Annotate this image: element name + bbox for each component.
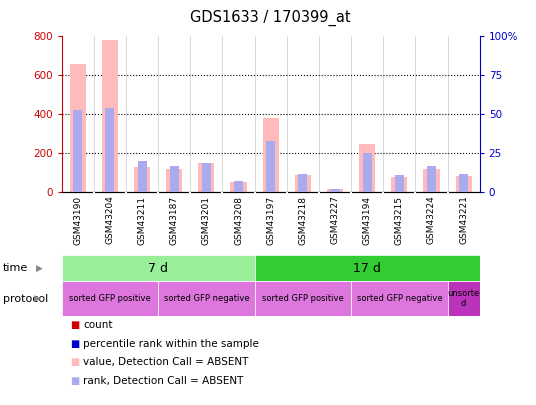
Bar xyxy=(459,174,468,192)
Text: GSM43218: GSM43218 xyxy=(299,196,307,245)
Text: GSM43190: GSM43190 xyxy=(73,196,82,245)
Text: value, Detection Call = ABSENT: value, Detection Call = ABSENT xyxy=(83,357,249,367)
Bar xyxy=(331,189,339,192)
Bar xyxy=(138,161,146,192)
Text: GSM43208: GSM43208 xyxy=(234,196,243,245)
Text: GSM43224: GSM43224 xyxy=(427,196,436,244)
Text: 7 d: 7 d xyxy=(148,262,168,275)
Text: ■: ■ xyxy=(70,376,79,386)
Text: ▶: ▶ xyxy=(34,294,41,303)
Text: unsorte
d: unsorte d xyxy=(448,289,480,308)
Text: GSM43211: GSM43211 xyxy=(138,196,146,245)
Bar xyxy=(295,175,311,192)
Text: GSM43204: GSM43204 xyxy=(106,196,114,244)
Bar xyxy=(202,163,211,192)
Text: ■: ■ xyxy=(70,339,79,349)
Bar xyxy=(423,169,440,192)
Bar xyxy=(263,118,279,192)
Text: protocol: protocol xyxy=(3,294,48,304)
Text: sorted GFP positive: sorted GFP positive xyxy=(262,294,344,303)
Text: GSM43215: GSM43215 xyxy=(395,196,404,245)
Bar xyxy=(170,166,178,192)
Text: GSM43201: GSM43201 xyxy=(202,196,211,245)
Bar xyxy=(102,40,118,192)
Bar xyxy=(391,177,407,192)
Text: GSM43197: GSM43197 xyxy=(266,196,275,245)
Bar xyxy=(158,281,255,316)
Text: GSM43194: GSM43194 xyxy=(363,196,371,245)
Text: count: count xyxy=(83,320,113,330)
Text: GDS1633 / 170399_at: GDS1633 / 170399_at xyxy=(190,10,351,26)
Text: sorted GFP positive: sorted GFP positive xyxy=(69,294,151,303)
Bar xyxy=(106,108,114,192)
Bar xyxy=(456,176,472,192)
Bar xyxy=(363,153,371,192)
Bar xyxy=(166,169,182,192)
Bar xyxy=(198,163,214,192)
Text: sorted GFP negative: sorted GFP negative xyxy=(163,294,249,303)
Text: rank, Detection Call = ABSENT: rank, Detection Call = ABSENT xyxy=(83,376,243,386)
Text: 17 d: 17 d xyxy=(353,262,381,275)
Bar xyxy=(62,255,255,281)
Text: GSM43227: GSM43227 xyxy=(331,196,339,244)
Text: time: time xyxy=(3,263,28,273)
Bar xyxy=(427,166,436,192)
Bar xyxy=(299,174,307,192)
Text: sorted GFP negative: sorted GFP negative xyxy=(356,294,442,303)
Bar xyxy=(351,281,448,316)
Bar xyxy=(234,181,243,192)
Bar xyxy=(395,175,404,192)
Text: percentile rank within the sample: percentile rank within the sample xyxy=(83,339,259,349)
Bar xyxy=(327,189,343,192)
Text: ▶: ▶ xyxy=(36,264,43,273)
Text: GSM43221: GSM43221 xyxy=(459,196,468,244)
Bar xyxy=(359,144,375,192)
Text: ■: ■ xyxy=(70,320,79,330)
Bar xyxy=(266,141,275,192)
Bar xyxy=(255,281,351,316)
Bar xyxy=(230,182,247,192)
Bar xyxy=(134,167,150,192)
Bar xyxy=(62,281,158,316)
Text: ■: ■ xyxy=(70,357,79,367)
Bar xyxy=(70,64,86,192)
Bar xyxy=(448,281,480,316)
Bar xyxy=(255,255,480,281)
Bar xyxy=(73,110,82,192)
Text: GSM43187: GSM43187 xyxy=(170,196,178,245)
